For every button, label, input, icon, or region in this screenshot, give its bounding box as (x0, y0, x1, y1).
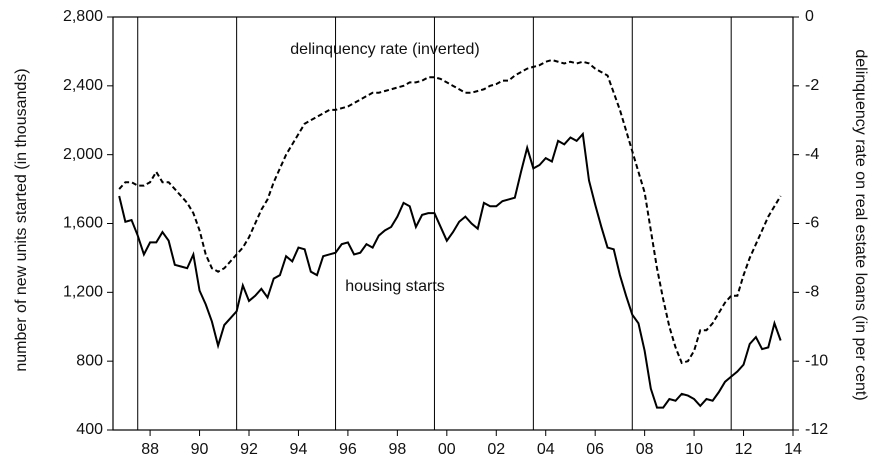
x-tick-label: 92 (240, 441, 258, 458)
x-tick-label: 08 (636, 441, 654, 458)
y-tick-label: 2,400 (63, 77, 103, 94)
x-tick-label: 98 (388, 441, 406, 458)
y-tick-label: 1,200 (63, 284, 103, 301)
x-tick-label: 94 (290, 441, 308, 458)
y2-tick-label: -12 (805, 421, 828, 438)
y-tick-label: 800 (76, 352, 103, 369)
y-axis-title: number of new units started (in thousand… (13, 68, 30, 371)
x-tick-label: 90 (191, 441, 209, 458)
x-tick-label: 96 (339, 441, 357, 458)
y-tick-label: 2,800 (63, 8, 103, 25)
x-tick-label: 10 (685, 441, 703, 458)
y2-tick-label: -10 (805, 352, 828, 369)
y2-tick-label: 0 (805, 8, 814, 25)
annotation: delinquency rate (inverted) (290, 41, 479, 58)
y-tick-label: 2,000 (63, 146, 103, 163)
series-line (118, 58, 782, 365)
y2-tick-label: -2 (805, 77, 819, 94)
x-tick-label: 14 (784, 441, 802, 458)
x-tick-label: 00 (438, 441, 456, 458)
x-tick-label: 04 (537, 441, 555, 458)
x-tick-label: 12 (735, 441, 753, 458)
x-tick-label: 06 (586, 441, 604, 458)
y-tick-label: 1,600 (63, 215, 103, 232)
y2-tick-label: -8 (805, 284, 819, 301)
x-tick-label: 88 (141, 441, 159, 458)
y2-tick-label: -6 (805, 215, 819, 232)
annotation: housing starts (345, 278, 445, 295)
x-tick-label: 02 (487, 441, 505, 458)
y-tick-label: 400 (76, 421, 103, 438)
series-line (118, 131, 782, 409)
y2-axis-title: delinquency rate on real estate loans (i… (852, 49, 869, 400)
plot-frame (112, 16, 794, 431)
y2-tick-label: -4 (805, 146, 819, 163)
